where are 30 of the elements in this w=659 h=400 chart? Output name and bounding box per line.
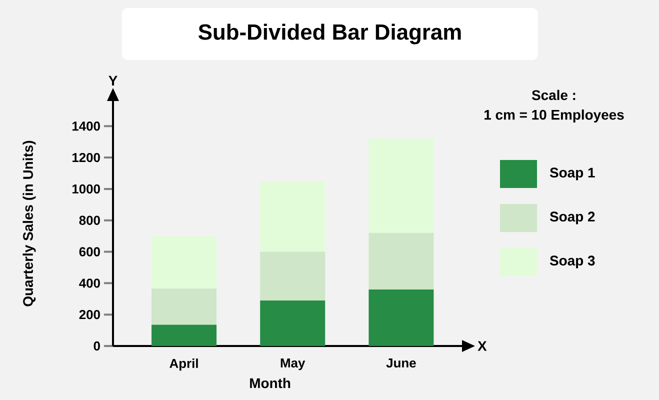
y-tick-label: 1400 [72,122,100,131]
legend-label: Soap 1 [550,168,595,180]
y-tick-label: 1200 [72,152,100,162]
bar [368,289,434,346]
y-tick-label: 0 [94,341,100,351]
bar [368,138,434,233]
text: Scale : [532,90,576,100]
y-tick-label: 200 [79,310,100,320]
y-tick-label: 600 [79,247,100,256]
y-tick-label: 400 [79,278,100,288]
y-axis-title: Quarterly Sales (in Units) [22,140,36,306]
legend-label: Soap 3 [550,256,595,268]
bar [260,252,326,300]
bar [368,232,434,290]
bar [152,288,217,325]
text: Y [108,76,118,86]
x-axis-title: Month [250,378,290,388]
chart-title: Sub-Divided Bar Diagram [198,24,461,44]
text: X [478,341,487,351]
y-tick-label: 1000 [72,184,100,194]
legend-label: Soap 2 [550,212,595,224]
y-tick-label: 800 [79,216,100,225]
bar [152,324,217,346]
bar [152,236,217,289]
x-tick-label: May [280,358,306,370]
text: 1 cm = 10 Employees [484,109,624,122]
x-tick-label: June [386,358,416,368]
bar [260,181,326,252]
x-tick-label: April [170,358,198,371]
bar [260,300,326,346]
